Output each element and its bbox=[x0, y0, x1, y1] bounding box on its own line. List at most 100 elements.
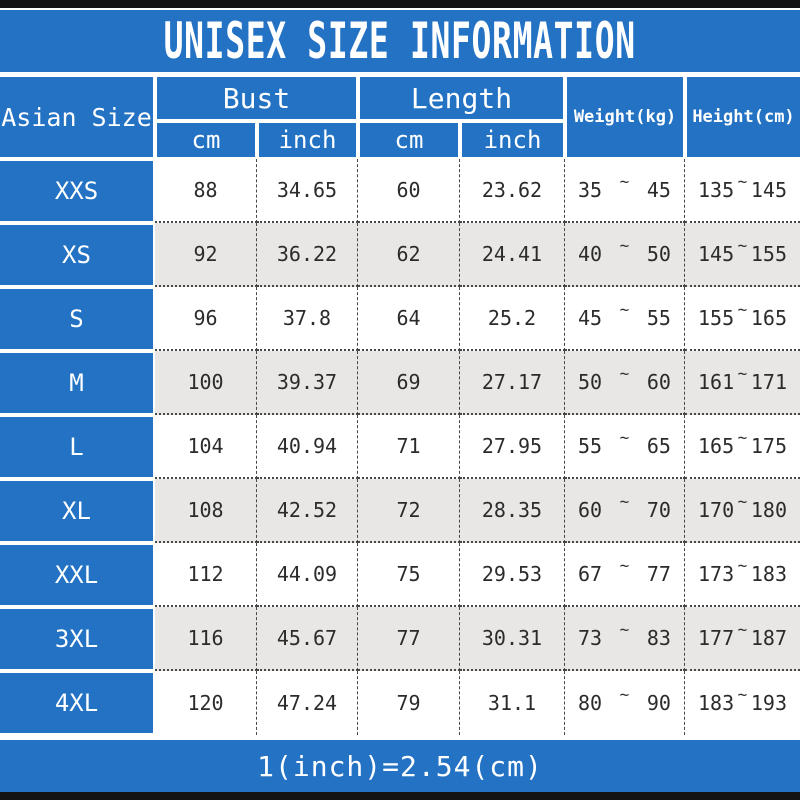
weight-range: 35 ~ 45 bbox=[565, 159, 685, 223]
weight-max: 65 bbox=[646, 434, 671, 458]
length-inch-value: 27.17 bbox=[460, 351, 565, 415]
bust-inch-value: 47.24 bbox=[257, 671, 358, 735]
header-length: Length bbox=[358, 77, 565, 121]
weight-range: 60 ~ 70 bbox=[565, 479, 685, 543]
bottom-border-bar bbox=[0, 792, 800, 800]
header-length-inch: inch bbox=[460, 121, 565, 159]
height-range-wrap: 135 ~ 145 bbox=[685, 172, 800, 203]
tilde-separator: ~ bbox=[619, 171, 630, 191]
bust-cm-value: 96 bbox=[155, 287, 257, 351]
height-min: 145 bbox=[698, 242, 735, 266]
height-min: 155 bbox=[698, 306, 735, 330]
height-range: 173 ~ 183 bbox=[685, 543, 800, 607]
size-label: 3XL bbox=[0, 607, 155, 671]
conversion-note: 1(inch)=2.54(cm) bbox=[257, 749, 543, 783]
tilde-separator: ~ bbox=[737, 427, 748, 447]
weight-max: 90 bbox=[646, 691, 671, 715]
tilde-separator: ~ bbox=[619, 555, 630, 575]
size-label: S bbox=[0, 287, 155, 351]
weight-min: 35 bbox=[578, 178, 603, 202]
size-label: 4XL bbox=[0, 671, 155, 735]
length-cm-value: 77 bbox=[358, 607, 460, 671]
weight-range-wrap: 35 ~ 45 bbox=[565, 172, 684, 203]
length-inch-value: 27.95 bbox=[460, 415, 565, 479]
header-bust: Bust bbox=[155, 77, 358, 121]
top-border-bar bbox=[0, 0, 800, 8]
tilde-separator: ~ bbox=[737, 491, 748, 511]
length-cm-value: 64 bbox=[358, 287, 460, 351]
title-banner: UNISEX SIZE INFORMATION bbox=[0, 10, 800, 72]
weight-range: 50 ~ 60 bbox=[565, 351, 685, 415]
bust-inch-value: 40.94 bbox=[257, 415, 358, 479]
bust-cm-value: 92 bbox=[155, 223, 257, 287]
length-cm-value: 62 bbox=[358, 223, 460, 287]
length-cm-value: 72 bbox=[358, 479, 460, 543]
bust-inch-value: 37.8 bbox=[257, 287, 358, 351]
length-cm-value: 71 bbox=[358, 415, 460, 479]
height-min: 173 bbox=[698, 562, 735, 586]
weight-min: 55 bbox=[578, 434, 603, 458]
weight-max: 77 bbox=[646, 562, 671, 586]
height-min: 177 bbox=[698, 626, 735, 650]
weight-min: 67 bbox=[578, 562, 603, 586]
tilde-separator: ~ bbox=[737, 363, 748, 383]
height-min: 183 bbox=[698, 691, 735, 715]
height-max: 183 bbox=[750, 562, 787, 586]
tilde-separator: ~ bbox=[737, 555, 748, 575]
bust-inch-value: 39.37 bbox=[257, 351, 358, 415]
weight-min: 45 bbox=[578, 306, 603, 330]
height-range: 170 ~ 180 bbox=[685, 479, 800, 543]
weight-range-wrap: 40 ~ 50 bbox=[565, 236, 684, 267]
height-max: 155 bbox=[750, 242, 787, 266]
tilde-separator: ~ bbox=[619, 235, 630, 255]
tilde-separator: ~ bbox=[619, 299, 630, 319]
height-min: 161 bbox=[698, 370, 735, 394]
height-max: 171 bbox=[750, 370, 787, 394]
height-range: 135 ~ 145 bbox=[685, 159, 800, 223]
height-range: 183 ~ 193 bbox=[685, 671, 800, 735]
length-inch-value: 29.53 bbox=[460, 543, 565, 607]
tilde-separator: ~ bbox=[737, 684, 748, 704]
bust-cm-value: 112 bbox=[155, 543, 257, 607]
height-range-wrap: 177 ~ 187 bbox=[685, 620, 800, 651]
height-range-wrap: 145 ~ 155 bbox=[685, 236, 800, 267]
size-label: XXL bbox=[0, 543, 155, 607]
height-min: 135 bbox=[698, 178, 735, 202]
length-inch-value: 30.31 bbox=[460, 607, 565, 671]
table-row: 3XL 116 45.67 77 30.31 73 ~ 83 177 ~ 187 bbox=[0, 607, 800, 671]
weight-range: 73 ~ 83 bbox=[565, 607, 685, 671]
tilde-separator: ~ bbox=[619, 491, 630, 511]
height-min: 165 bbox=[698, 434, 735, 458]
header-length-cm: cm bbox=[358, 121, 460, 159]
weight-range: 80 ~ 90 bbox=[565, 671, 685, 735]
weight-range-wrap: 67 ~ 77 bbox=[565, 556, 684, 587]
size-label: M bbox=[0, 351, 155, 415]
height-range: 155 ~ 165 bbox=[685, 287, 800, 351]
bust-inch-value: 44.09 bbox=[257, 543, 358, 607]
weight-max: 60 bbox=[646, 370, 671, 394]
weight-min: 50 bbox=[578, 370, 603, 394]
height-range: 161 ~ 171 bbox=[685, 351, 800, 415]
bust-cm-value: 88 bbox=[155, 159, 257, 223]
table-header-row-units: cm inch cm inch bbox=[0, 121, 800, 159]
height-range-wrap: 183 ~ 193 bbox=[685, 685, 800, 716]
length-inch-value: 24.41 bbox=[460, 223, 565, 287]
weight-range: 67 ~ 77 bbox=[565, 543, 685, 607]
tilde-separator: ~ bbox=[737, 235, 748, 255]
weight-max: 45 bbox=[646, 178, 671, 202]
height-range-wrap: 155 ~ 165 bbox=[685, 300, 800, 331]
weight-range: 45 ~ 55 bbox=[565, 287, 685, 351]
length-cm-value: 69 bbox=[358, 351, 460, 415]
tilde-separator: ~ bbox=[619, 619, 630, 639]
header-bust-cm: cm bbox=[155, 121, 257, 159]
tilde-separator: ~ bbox=[619, 363, 630, 383]
height-max: 175 bbox=[750, 434, 787, 458]
bust-cm-value: 116 bbox=[155, 607, 257, 671]
tilde-separator: ~ bbox=[737, 299, 748, 319]
bust-inch-value: 34.65 bbox=[257, 159, 358, 223]
tilde-separator: ~ bbox=[737, 619, 748, 639]
table-row: L 104 40.94 71 27.95 55 ~ 65 165 ~ 175 bbox=[0, 415, 800, 479]
bust-inch-value: 42.52 bbox=[257, 479, 358, 543]
header-bust-inch: inch bbox=[257, 121, 358, 159]
size-label: L bbox=[0, 415, 155, 479]
